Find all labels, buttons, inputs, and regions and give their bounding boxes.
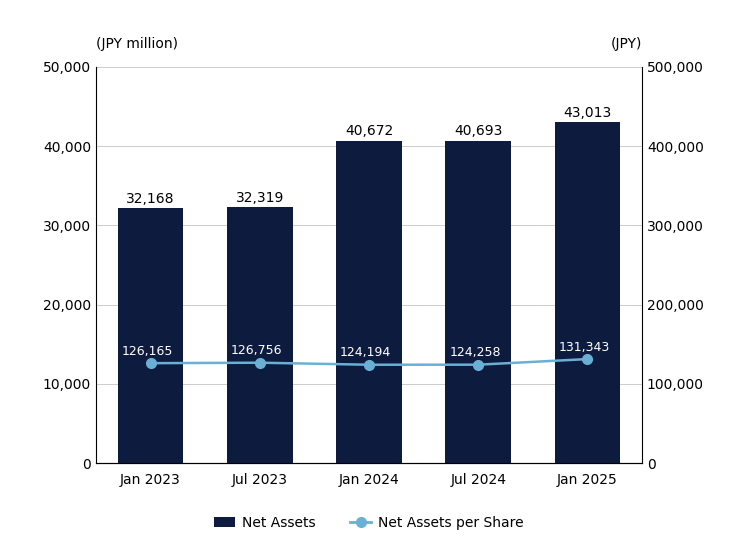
Text: 40,693: 40,693 xyxy=(454,124,503,138)
Text: 43,013: 43,013 xyxy=(563,106,612,120)
Legend: Net Assets, Net Assets per Share: Net Assets, Net Assets per Share xyxy=(209,511,529,536)
Bar xyxy=(446,141,511,463)
Bar xyxy=(227,207,292,463)
Text: 131,343: 131,343 xyxy=(559,340,610,354)
Text: 126,165: 126,165 xyxy=(122,345,173,358)
Text: (JPY): (JPY) xyxy=(610,37,642,51)
Text: 32,168: 32,168 xyxy=(126,192,175,206)
Bar xyxy=(555,122,620,463)
Text: 124,194: 124,194 xyxy=(340,346,391,359)
Text: 40,672: 40,672 xyxy=(345,124,393,138)
Text: 126,756: 126,756 xyxy=(231,344,282,357)
Text: (JPY million): (JPY million) xyxy=(96,37,178,51)
Bar xyxy=(337,141,401,463)
Bar xyxy=(118,208,183,463)
Text: 124,258: 124,258 xyxy=(449,346,500,359)
Text: 32,319: 32,319 xyxy=(235,191,284,205)
